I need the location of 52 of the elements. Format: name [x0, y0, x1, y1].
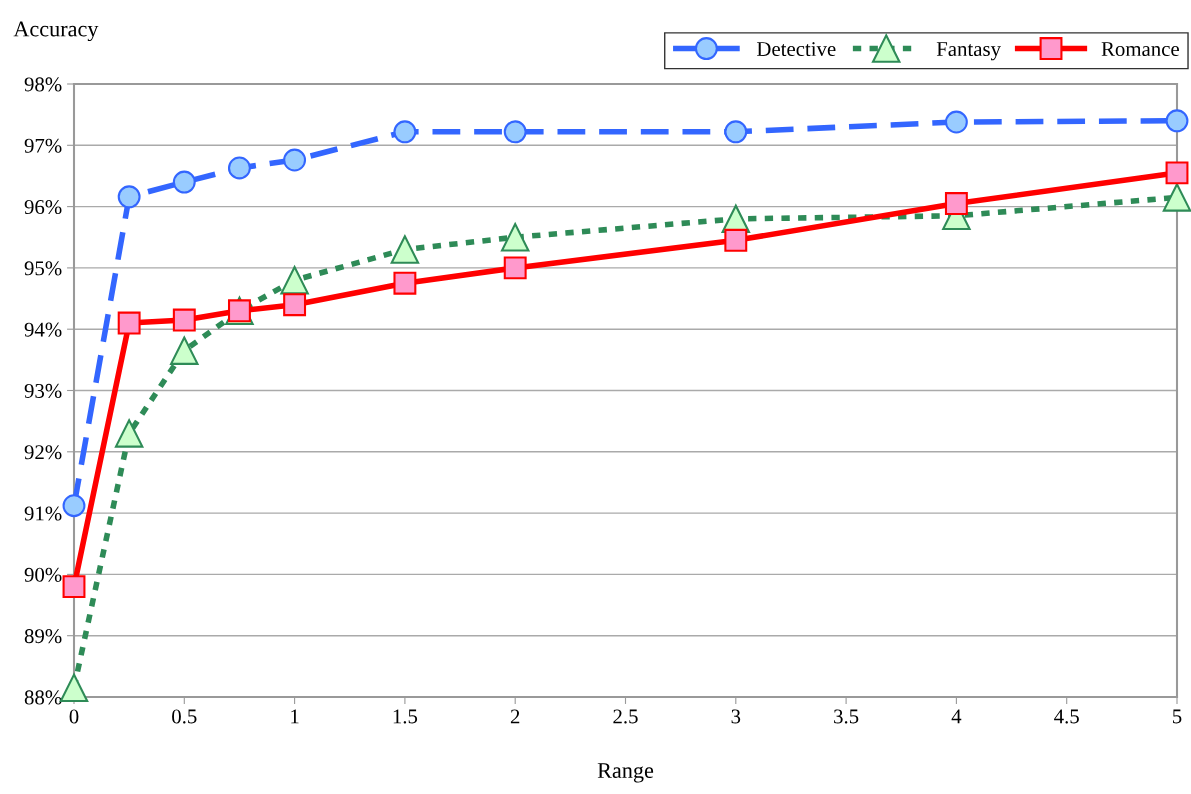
y-tick-label: 92% — [24, 445, 62, 460]
y-tick-label: 91% — [24, 506, 62, 521]
point — [500, 223, 530, 252]
y-tick-label: 88% — [24, 690, 62, 705]
x-tick-label: 5 — [1173, 709, 1182, 724]
x-tick-label: 3.5 — [834, 709, 859, 724]
point — [724, 228, 748, 252]
x-tick-label: 0 — [69, 709, 79, 724]
y-tick-label: 98% — [24, 77, 62, 92]
point — [172, 170, 196, 194]
point — [170, 336, 199, 365]
point — [944, 192, 968, 215]
legend-label: Fantasy — [936, 42, 1001, 61]
point — [393, 120, 417, 144]
x-tick-label: 0.5 — [172, 709, 197, 724]
point — [393, 271, 417, 295]
x-tick-label: 1.5 — [393, 709, 418, 724]
point — [62, 575, 86, 599]
x-tick-label: 1 — [291, 709, 299, 724]
x-axis-title: Range — [597, 763, 654, 783]
x-tick-label: 2.5 — [613, 709, 638, 724]
y-tick-label: 96% — [24, 199, 62, 215]
x-tick-label: 3 — [731, 709, 741, 724]
point — [390, 235, 420, 264]
point — [117, 185, 141, 209]
point — [1165, 109, 1189, 133]
point — [503, 120, 527, 144]
y-tick-label: 94% — [24, 322, 62, 337]
point — [1165, 161, 1189, 185]
y-tick-label: 97% — [24, 138, 62, 153]
legend-label: Detective — [756, 42, 836, 57]
x-tick-label: 4 — [951, 709, 962, 724]
x-tick-label: 2 — [510, 709, 520, 724]
legend-label: Romance — [1101, 42, 1179, 57]
point — [283, 148, 307, 172]
point — [280, 265, 309, 295]
point — [283, 293, 307, 317]
point — [1162, 183, 1191, 212]
point — [62, 494, 86, 518]
point — [114, 419, 144, 448]
point — [944, 110, 968, 134]
x-tick-label: 4.5 — [1054, 709, 1079, 724]
y-tick-label: 93% — [24, 383, 62, 398]
y-tick-label: 95% — [24, 261, 62, 276]
point — [117, 311, 141, 335]
point — [227, 156, 251, 180]
point — [172, 308, 196, 332]
point — [503, 256, 527, 280]
point — [724, 120, 748, 144]
y-tick-label: 90% — [24, 567, 62, 582]
y-axis-title: Accuracy — [13, 21, 99, 42]
y-tick-label: 89% — [24, 629, 62, 644]
